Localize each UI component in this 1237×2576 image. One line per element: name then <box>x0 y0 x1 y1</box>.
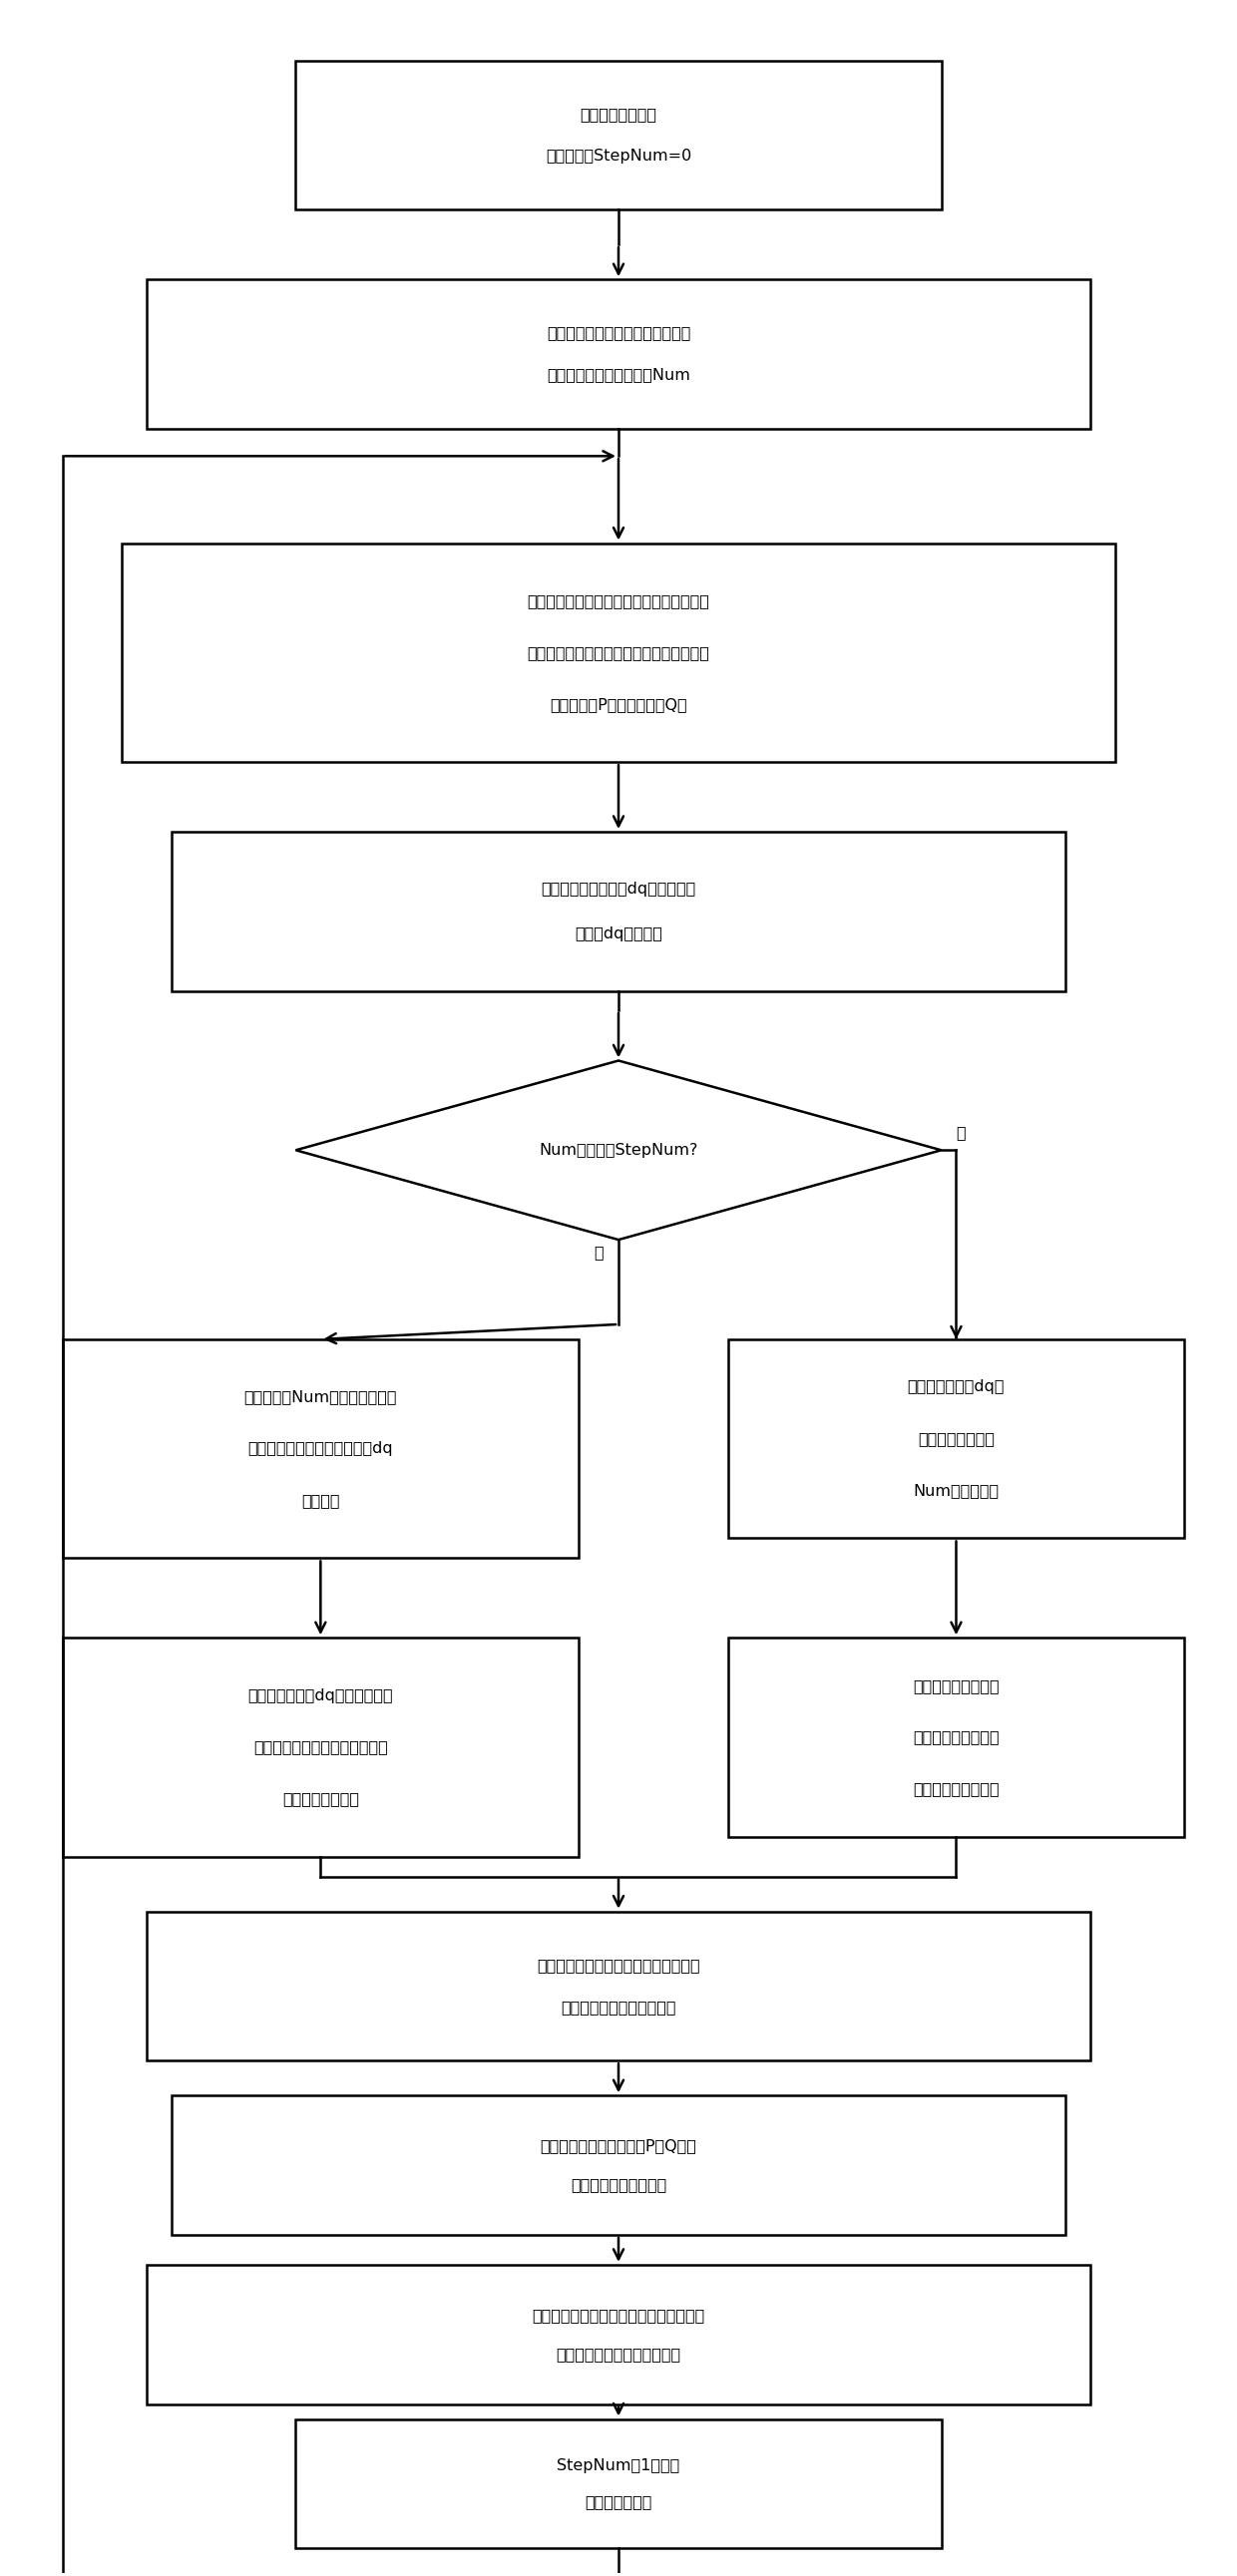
FancyBboxPatch shape <box>172 2094 1065 2236</box>
FancyBboxPatch shape <box>172 832 1065 992</box>
Text: 换，求得三相基波正序电压: 换，求得三相基波正序电压 <box>560 1999 677 2014</box>
FancyBboxPatch shape <box>296 2419 941 2548</box>
Text: 根据三相基波正序电压及P、Q值，: 根据三相基波正序电压及P、Q值， <box>541 2138 696 2154</box>
Text: 求得三相基波正序电流: 求得三相基波正序电流 <box>570 2177 667 2192</box>
Text: 是: 是 <box>594 1244 604 1260</box>
Text: 周期的平均值，从而求得三相瞬: 周期的平均值，从而求得三相瞬 <box>254 1739 387 1754</box>
Text: 将三相瞬时电压dq基: 将三相瞬时电压dq基 <box>908 1381 1004 1394</box>
FancyBboxPatch shape <box>727 1638 1185 1837</box>
Text: 换，求得三相瞬时电流，输出: 换，求得三相瞬时电流，输出 <box>557 2347 680 2362</box>
Text: 基波分量: 基波分量 <box>302 1494 340 1507</box>
Text: Num是否小于StepNum?: Num是否小于StepNum? <box>539 1144 698 1157</box>
FancyBboxPatch shape <box>147 278 1090 428</box>
Text: 获取电网模型的计算步长，求得运: 获取电网模型的计算步长，求得运 <box>547 325 690 340</box>
FancyBboxPatch shape <box>147 1911 1090 2061</box>
Text: 根据三相电压初始幅: 根据三相电压初始幅 <box>913 1677 999 1692</box>
Text: 时电压的基波相量: 时电压的基波相量 <box>282 1790 359 1806</box>
Text: 及其初始相角，获取风电场详细仿真机发送: 及其初始相角，获取风电场详细仿真机发送 <box>527 644 710 659</box>
Text: 将三相基波正、负、零序电流进行序相变: 将三相基波正、负、零序电流进行序相变 <box>532 2308 705 2324</box>
Text: Num的缓存数组: Num的缓存数组 <box>913 1484 999 1499</box>
FancyBboxPatch shape <box>296 59 941 209</box>
Text: 值和相角，求得三相: 值和相角，求得三相 <box>913 1731 999 1744</box>
FancyBboxPatch shape <box>122 544 1115 762</box>
Text: 求三相瞬时电压dq基波分量半个: 求三相瞬时电压dq基波分量半个 <box>247 1687 393 1703</box>
FancyBboxPatch shape <box>62 1638 579 1857</box>
Text: 对三相瞬时电压进行dq变换，求取: 对三相瞬时电压进行dq变换，求取 <box>541 881 696 896</box>
Text: 算半个周期所需的步长数Num: 算半个周期所需的步长数Num <box>547 368 690 381</box>
Text: 数据，存入新的三相瞬时电压dq: 数据，存入新的三相瞬时电压dq <box>247 1440 393 1455</box>
Text: 数据变量初始化，: 数据变量初始化， <box>580 106 657 121</box>
FancyBboxPatch shape <box>727 1340 1185 1538</box>
Polygon shape <box>296 1061 941 1239</box>
Text: 波分量存入长度为: 波分量存入长度为 <box>918 1432 995 1445</box>
Text: 各相的dq基波分量: 各相的dq基波分量 <box>575 927 662 940</box>
FancyBboxPatch shape <box>62 1340 579 1558</box>
Text: 对三相瞬时电压的基波相量进行相序变: 对三相瞬时电压的基波相量进行相序变 <box>537 1958 700 1973</box>
Text: 瞬时电压的基波相量: 瞬时电压的基波相量 <box>913 1783 999 1795</box>
Text: 的有功功率P值和无功功率Q值: 的有功功率P值和无功功率Q值 <box>550 698 687 711</box>
Text: 令步长个数StepNum=0: 令步长个数StepNum=0 <box>546 149 691 162</box>
Text: 否: 否 <box>956 1126 966 1141</box>
Text: 下一步长的计算: 下一步长的计算 <box>585 2494 652 2509</box>
Text: 获取电网模型中风电接入点的三相瞬时电压: 获取电网模型中风电接入点的三相瞬时电压 <box>527 592 710 608</box>
Text: 更新长度为Num的缓存数组中的: 更新长度为Num的缓存数组中的 <box>244 1388 397 1404</box>
Text: StepNum加1，进入: StepNum加1，进入 <box>557 2458 680 2473</box>
FancyBboxPatch shape <box>147 2264 1090 2403</box>
